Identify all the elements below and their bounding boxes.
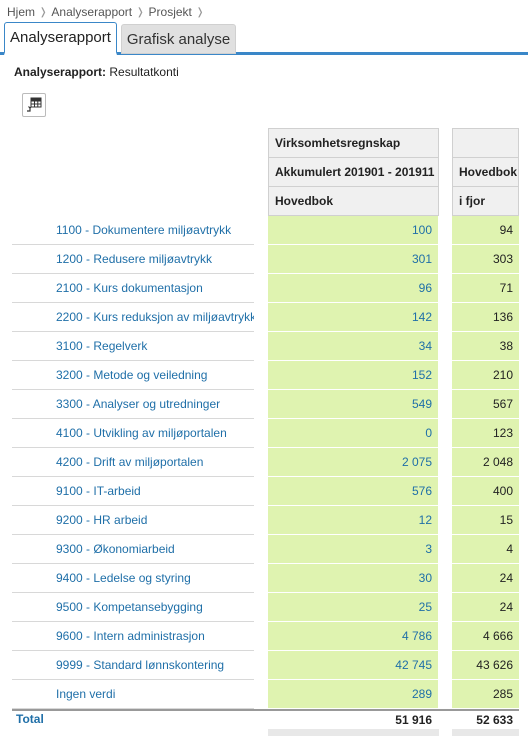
row-label[interactable]: 4200 - Drift av miljøportalen	[12, 448, 254, 477]
report-title-label: Analyserapport:	[14, 65, 107, 79]
column-group-header: Virksomhetsregnskap	[268, 128, 439, 158]
total-label: Total	[16, 712, 44, 726]
row-label[interactable]: 9999 - Standard lønnskontering	[12, 651, 254, 680]
row-label[interactable]: 9300 - Økonomiarbeid	[12, 535, 254, 564]
cell-value-previous: 24	[452, 593, 519, 622]
breadcrumb: Hjem ❭ Analyserapport ❭ Prosjekt ❭	[7, 4, 208, 20]
cell-value-current[interactable]: 142	[268, 303, 438, 332]
pivot-table-button[interactable]	[22, 93, 46, 117]
cell-value-current[interactable]: 576	[268, 477, 438, 506]
cell-value-previous: 136	[452, 303, 519, 332]
row-label[interactable]: 1200 - Redusere miljøavtrykk	[12, 245, 254, 274]
cell-value-current[interactable]: 301	[268, 245, 438, 274]
report-title-value: Resultatkonti	[109, 65, 179, 79]
cell-value-previous: 2 048	[452, 448, 519, 477]
tab-grafisk-analyse[interactable]: Grafisk analyse	[121, 24, 236, 54]
cell-value-previous: 94	[452, 216, 519, 245]
cell-value-current[interactable]: 100	[268, 216, 438, 245]
chevron-right-icon: ❭	[136, 6, 145, 18]
cell-value-current[interactable]: 96	[268, 274, 438, 303]
row-label[interactable]: 1100 - Dokumentere miljøavtrykk	[12, 216, 254, 245]
cell-value-current[interactable]: 12	[268, 506, 438, 535]
row-label[interactable]: 3100 - Regelverk	[12, 332, 254, 361]
row-label[interactable]: 9100 - IT-arbeid	[12, 477, 254, 506]
cell-value-current[interactable]: 2 075	[268, 448, 438, 477]
cell-value-current[interactable]: 34	[268, 332, 438, 361]
cell-value-current[interactable]: 42 745	[268, 651, 438, 680]
cell-value-previous: 123	[452, 419, 519, 448]
row-label[interactable]: 2100 - Kurs dokumentasjon	[12, 274, 254, 303]
total-divider	[12, 709, 519, 711]
cell-value-current[interactable]: 549	[268, 390, 438, 419]
row-label[interactable]: 9600 - Intern administrasjon	[12, 622, 254, 651]
row-label[interactable]: 9200 - HR arbeid	[12, 506, 254, 535]
row-label[interactable]: 3300 - Analyser og utredninger	[12, 390, 254, 419]
footer-strip	[452, 729, 519, 736]
row-label[interactable]: Ingen verdi	[12, 680, 254, 709]
cell-value-previous: 400	[452, 477, 519, 506]
cell-value-previous: 303	[452, 245, 519, 274]
total-value-current: 51 916	[268, 711, 438, 729]
row-label[interactable]: 4100 - Utvikling av miljøportalen	[12, 419, 254, 448]
footer-strip	[268, 729, 439, 736]
cell-value-current[interactable]: 30	[268, 564, 438, 593]
row-label[interactable]: 9500 - Kompetansebygging	[12, 593, 254, 622]
chevron-right-icon: ❭	[195, 6, 205, 18]
column-group-header-blank	[452, 128, 519, 158]
cell-value-current[interactable]: 0	[268, 419, 438, 448]
cell-value-previous: 15	[452, 506, 519, 535]
column-type-header: Hovedbok	[452, 157, 519, 187]
total-value-previous: 52 633	[452, 711, 519, 729]
breadcrumb-analyserapport[interactable]: Analyserapport	[51, 5, 133, 19]
cell-value-previous: 4	[452, 535, 519, 564]
report-title: Analyserapport: Resultatkonti	[14, 65, 179, 79]
cell-value-previous: 43 626	[452, 651, 519, 680]
cell-value-current[interactable]: 25	[268, 593, 438, 622]
cell-value-current[interactable]: 289	[268, 680, 438, 709]
column-type-header: Hovedbok	[268, 186, 439, 216]
column-period-header: Akkumulert 201901 - 201911	[268, 157, 439, 187]
cell-value-previous: 71	[452, 274, 519, 303]
row-label[interactable]: 9400 - Ledelse og styring	[12, 564, 254, 593]
cell-value-previous: 4 666	[452, 622, 519, 651]
tab-analyserapport[interactable]: Analyserapport	[4, 22, 117, 55]
cell-value-current[interactable]: 3	[268, 535, 438, 564]
cell-value-previous: 285	[452, 680, 519, 709]
breadcrumb-home[interactable]: Hjem	[7, 5, 36, 19]
row-label[interactable]: 3200 - Metode og veiledning	[12, 361, 254, 390]
tab-bar: Analyserapport Grafisk analyse	[0, 22, 528, 55]
column-period-header: i fjor	[452, 186, 519, 216]
breadcrumb-prosjekt[interactable]: Prosjekt	[148, 5, 192, 19]
chevron-right-icon: ❭	[39, 6, 48, 18]
cell-value-current[interactable]: 152	[268, 361, 438, 390]
cell-value-current[interactable]: 4 786	[268, 622, 438, 651]
row-label[interactable]: 2200 - Kurs reduksjon av miljøavtrykk	[12, 303, 254, 332]
cell-value-previous: 567	[452, 390, 519, 419]
cell-value-previous: 210	[452, 361, 519, 390]
cell-value-previous: 24	[452, 564, 519, 593]
pivot-table-icon	[27, 97, 42, 112]
cell-value-previous: 38	[452, 332, 519, 361]
